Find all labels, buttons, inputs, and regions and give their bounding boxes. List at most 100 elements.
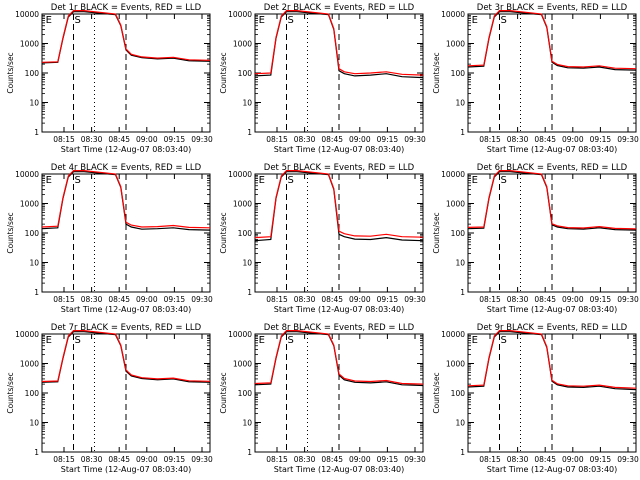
y-tick-label: 100 [451,69,466,78]
detector-panel-7: Det 7r BLACK = Events, RED = LLD 1 10 100 10… [0,320,213,480]
y-tick-label: 100 [238,229,253,238]
detector-panel-8: Det 8r BLACK = Events, RED = LLD 1 10 100 10… [213,320,426,480]
y-tick-label: 1 [460,448,465,457]
x-tick-label: 09:30 [191,135,213,144]
x-axis-label: Start Time (12-Aug-07 08:03:40) [274,305,405,314]
detector-panel-2: Det 2r BLACK = Events, RED = LLD 1 10 100 10… [213,0,426,160]
x-tick-label: 08:45 [108,135,130,144]
chart-title: Det 3r BLACK = Events, RED = LLD [477,3,628,13]
x-tick-label: 09:30 [404,455,426,464]
x-axis-label: Start Time (12-Aug-07 08:03:40) [61,145,192,154]
y-axis-label: Counts/sec [432,212,441,253]
x-tick-label: 08:45 [321,455,343,464]
detector-chart-2: Det 2r BLACK = Events, RED = LLD 1 10 100 10… [219,3,426,154]
y-tick-label: 1000 [233,40,252,49]
event-marker-label: S [75,175,81,186]
x-tick-label: 08:45 [534,135,556,144]
y-tick-label: 1000 [20,360,39,369]
y-tick-label: 10 [455,99,465,108]
series-line-lld [254,10,424,76]
plot-frame [467,13,637,133]
x-tick-label: 09:15 [377,455,399,464]
x-tick-label: 09:30 [404,295,426,304]
detector-panel-3: Det 3r BLACK = Events, RED = LLD 1 10 100 10… [426,0,639,160]
chart-title: Det 8r BLACK = Events, RED = LLD [264,323,415,333]
series-line-lld [41,170,211,229]
event-marker-label: S [288,175,294,186]
y-tick-label: 10000 [228,10,252,19]
x-tick-label: 09:15 [590,295,612,304]
detector-panel-6: Det 6r BLACK = Events, RED = LLD 1 10 100 10… [426,160,639,320]
y-tick-label: 10 [242,259,252,268]
y-tick-label: 1 [247,288,252,297]
x-tick-label: 09:00 [136,455,158,464]
detector-panel-9: Det 9r BLACK = Events, RED = LLD 1 10 100 10… [426,320,639,480]
y-tick-label: 10 [242,419,252,428]
x-axis-label: Start Time (12-Aug-07 08:03:40) [274,465,405,474]
detector-chart-4: Det 4r BLACK = Events, RED = LLD 1 10 100 10… [6,163,213,314]
plot-frame [254,333,424,453]
series-line-lld [254,330,424,385]
series-line-lld [41,10,211,63]
y-tick-label: 1 [460,288,465,297]
event-marker-label: S [501,15,507,26]
y-tick-label: 10 [29,99,39,108]
x-tick-label: 09:00 [349,295,371,304]
event-marker-label: S [501,175,507,186]
y-axis-label: Counts/sec [219,212,228,253]
x-axis-label: Start Time (12-Aug-07 08:03:40) [487,145,618,154]
x-tick-label: 08:15 [479,295,501,304]
detector-chart-6: Det 6r BLACK = Events, RED = LLD 1 10 100 10… [432,163,639,314]
y-tick-label: 10000 [441,170,465,179]
y-tick-label: 1 [34,288,39,297]
x-tick-label: 09:15 [590,455,612,464]
x-tick-label: 08:30 [507,455,529,464]
y-tick-label: 1000 [233,200,252,209]
series-line-lld [467,170,637,230]
series-line-lld [467,10,637,70]
x-axis-label: Start Time (12-Aug-07 08:03:40) [61,305,192,314]
x-tick-label: 09:30 [617,455,639,464]
x-tick-label: 08:45 [108,455,130,464]
event-marker-label: S [75,335,81,346]
y-axis-label: Counts/sec [6,212,15,253]
series-line-lld [467,330,637,389]
y-tick-label: 10000 [228,330,252,339]
detector-chart-3: Det 3r BLACK = Events, RED = LLD 1 10 100 10… [432,3,639,154]
detector-panel-1: Det 1r BLACK = Events, RED = LLD 1 10 100 10… [0,0,213,160]
y-tick-label: 100 [238,389,253,398]
x-tick-label: 08:30 [81,455,103,464]
x-tick-label: 08:15 [53,295,75,304]
x-axis-label: Start Time (12-Aug-07 08:03:40) [487,305,618,314]
y-tick-label: 10 [455,419,465,428]
x-axis-label: Start Time (12-Aug-07 08:03:40) [487,465,618,474]
y-tick-label: 10000 [15,330,39,339]
x-tick-label: 09:00 [562,135,584,144]
chart-title: Det 2r BLACK = Events, RED = LLD [264,3,415,13]
y-tick-label: 10 [455,259,465,268]
plot-frame [467,173,637,293]
y-tick-label: 1000 [446,200,465,209]
event-marker-label: S [288,335,294,346]
x-tick-label: 09:15 [164,295,186,304]
series-line-lld [41,330,211,383]
y-tick-label: 1000 [20,200,39,209]
x-tick-label: 08:15 [53,455,75,464]
y-tick-label: 100 [451,389,466,398]
detector-chart-1: Det 1r BLACK = Events, RED = LLD 1 10 100 10… [6,3,213,154]
x-tick-label: 09:15 [164,135,186,144]
x-tick-label: 09:00 [349,135,371,144]
x-tick-label: 09:30 [404,135,426,144]
series-line-lld [254,170,424,239]
x-tick-label: 08:30 [81,295,103,304]
event-marker-label: E [46,335,52,346]
x-axis-label: Start Time (12-Aug-07 08:03:40) [274,145,405,154]
x-tick-label: 08:30 [507,295,529,304]
y-axis-label: Counts/sec [219,52,228,93]
x-axis-label: Start Time (12-Aug-07 08:03:40) [61,465,192,474]
y-tick-label: 10 [29,419,39,428]
detector-chart-9: Det 9r BLACK = Events, RED = LLD 1 10 100 10… [432,323,639,474]
x-tick-label: 09:00 [136,135,158,144]
chart-title: Det 6r BLACK = Events, RED = LLD [477,163,628,173]
